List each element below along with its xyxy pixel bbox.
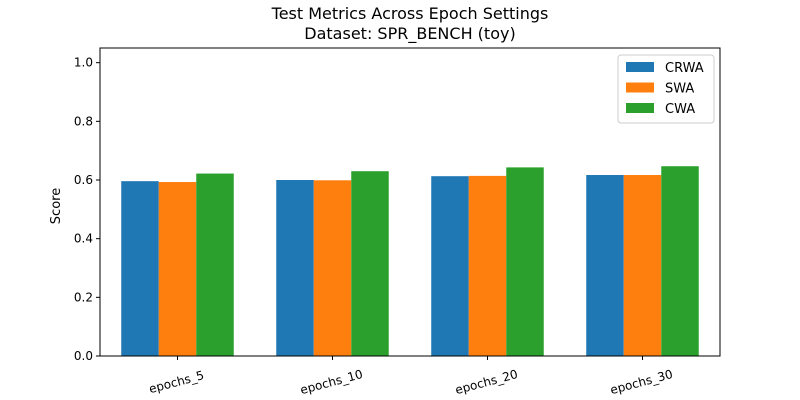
bar-cwa-epochs-30 (661, 166, 699, 356)
x-tick-label: epochs_10 (299, 367, 365, 397)
legend-label-swa: SWA (665, 82, 694, 97)
legend-swatch-swa (626, 82, 654, 93)
legend-swatch-cwa (626, 103, 654, 113)
x-tick-label: epochs_5 (147, 368, 205, 396)
bar-crwa-epochs-10 (276, 180, 314, 356)
y-tick-label: 0.2 (74, 290, 93, 304)
legend-label-crwa: CRWA (665, 61, 704, 76)
bar-swa-epochs-5 (158, 182, 197, 356)
y-tick-label: 0.4 (74, 232, 93, 246)
bar-crwa-epochs-30 (586, 175, 624, 356)
bar-swa-epochs-20 (468, 175, 507, 356)
bar-crwa-epochs-20 (431, 176, 469, 356)
bar-cwa-epochs-20 (506, 167, 544, 356)
plot-frame (99, 47, 721, 357)
chart-subtitle: Dataset: SPR_BENCH (toy) (304, 24, 515, 44)
y-axis-label: Score (49, 188, 64, 224)
y-tick-label: 1.0 (74, 56, 93, 70)
y-tick-label: 0.8 (74, 114, 93, 128)
bar-swa-epochs-10 (313, 180, 352, 356)
legend-label-cwa: CWA (665, 102, 695, 117)
bar-swa-epochs-30 (623, 175, 662, 356)
legend-swatch-crwa (626, 62, 654, 72)
bar-cwa-epochs-5 (196, 173, 234, 356)
x-tick-label: epochs_20 (454, 367, 520, 397)
y-tick-label: 0.6 (74, 173, 93, 187)
bar-cwa-epochs-10 (351, 171, 389, 356)
y-tick-label: 0.0 (74, 349, 93, 363)
plot-area: 0.0 0.2 0.4 0.6 0.8 1.0 epochs_5 epochs_10 epoch… (74, 47, 721, 397)
bar-crwa-epochs-5 (121, 181, 159, 356)
chart-title: Test Metrics Across Epoch Settings (271, 4, 549, 23)
x-tick-label: epochs_30 (609, 367, 675, 397)
